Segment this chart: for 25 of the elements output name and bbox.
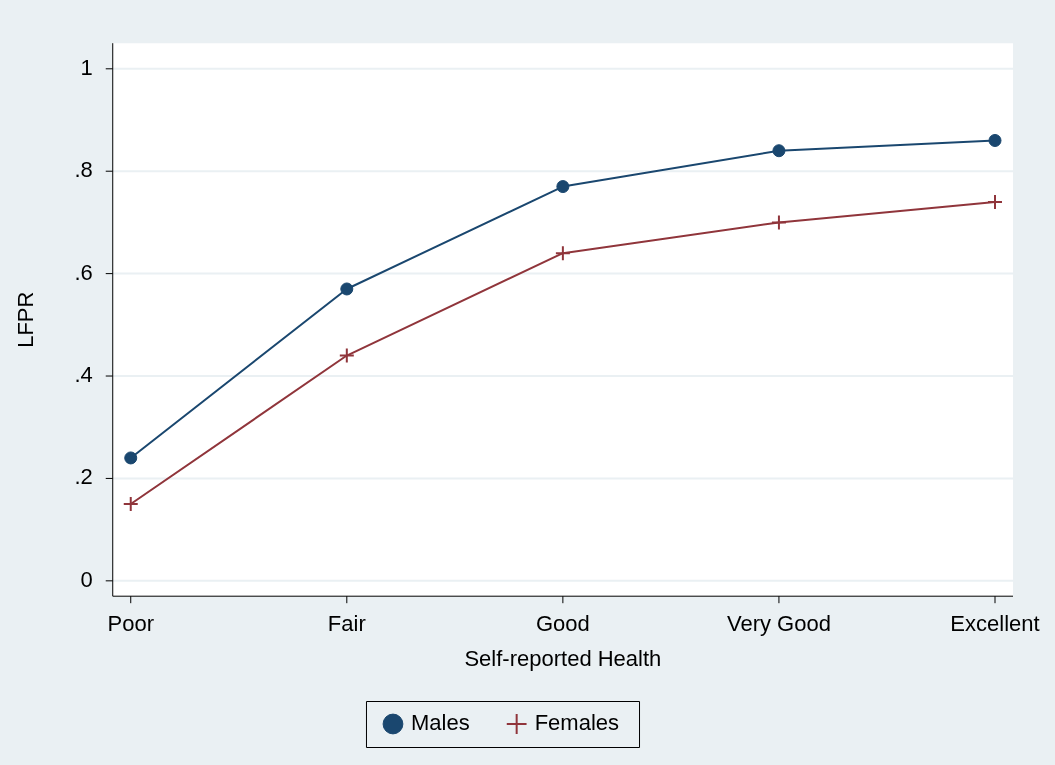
y-tick-label: .8 bbox=[74, 157, 93, 183]
point bbox=[556, 180, 570, 194]
point bbox=[988, 133, 1002, 147]
point bbox=[340, 282, 354, 296]
y-tick-label: 1 bbox=[80, 54, 93, 80]
point bbox=[554, 245, 571, 262]
point bbox=[122, 496, 139, 513]
y-axis-title: LFPR bbox=[13, 291, 39, 348]
legend-label: Males bbox=[410, 710, 470, 736]
point bbox=[338, 347, 355, 364]
x-axis-title: Self-reported Health bbox=[464, 645, 662, 671]
point bbox=[124, 451, 138, 465]
y-tick-label: 0 bbox=[80, 566, 93, 592]
point bbox=[770, 214, 787, 231]
x-tick-label: Very Good bbox=[726, 611, 831, 637]
y-tick-label: .4 bbox=[74, 362, 93, 388]
x-tick-label: Excellent bbox=[950, 611, 1040, 637]
x-tick-label: Poor bbox=[107, 611, 154, 637]
x-tick-label: Good bbox=[535, 611, 590, 637]
y-tick-label: .6 bbox=[74, 259, 93, 285]
y-tick-label: .2 bbox=[74, 464, 93, 490]
x-tick-label: Fair bbox=[327, 611, 366, 637]
legend-label: Females bbox=[534, 710, 620, 736]
point bbox=[987, 193, 1003, 210]
point bbox=[772, 144, 786, 158]
